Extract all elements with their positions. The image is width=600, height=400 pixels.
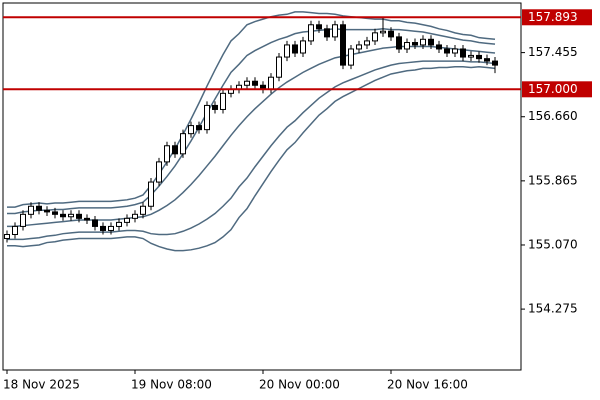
candle-body <box>452 48 458 54</box>
candle-body <box>492 60 498 66</box>
candle-body <box>20 213 26 227</box>
candle-body <box>276 56 282 78</box>
candle-body <box>84 217 90 221</box>
candle-body <box>476 54 482 60</box>
candle-body <box>108 225 114 231</box>
x-tick-label: 20 Nov 00:00 <box>259 378 340 392</box>
candle-body <box>420 38 426 46</box>
candle-body <box>4 233 10 240</box>
candle-body <box>300 40 306 54</box>
candle-body <box>212 104 218 110</box>
candle-body <box>356 44 362 50</box>
candle-body <box>364 40 370 46</box>
candle-body <box>332 24 338 38</box>
candle-body <box>132 213 138 219</box>
candle-body <box>28 205 34 215</box>
candle-body <box>36 205 42 211</box>
candle-body <box>60 213 66 218</box>
y-tick-label: 154.275 <box>528 302 578 316</box>
candle-body <box>244 80 250 86</box>
candle-body <box>348 48 354 66</box>
candle-body <box>484 58 490 62</box>
candle-body <box>148 181 154 207</box>
x-tick-label: 19 Nov 08:00 <box>131 378 212 392</box>
candle-body <box>100 225 106 231</box>
candle-body <box>340 24 346 66</box>
bollinger-band <box>7 65 496 252</box>
candle-body <box>12 225 18 235</box>
y-tick-label: 156.660 <box>528 109 578 123</box>
candle-body <box>468 54 474 58</box>
candle-body <box>172 145 178 155</box>
candle-body <box>444 48 450 54</box>
candle-body <box>220 92 226 110</box>
candle-body <box>196 125 202 131</box>
candle-body <box>180 133 186 155</box>
candle-body <box>324 28 330 38</box>
candle-body <box>388 30 394 38</box>
price-level-tag <box>522 81 592 98</box>
candle-body <box>268 76 274 90</box>
candle-body <box>292 44 298 54</box>
price-level-label: 157.893 <box>528 10 578 24</box>
candle-body <box>140 205 146 215</box>
candle-body <box>124 217 130 223</box>
candle-body <box>436 44 442 50</box>
candle-body <box>156 161 162 183</box>
candle-body <box>316 24 322 30</box>
candle-body <box>204 104 210 131</box>
candle-body <box>44 209 50 213</box>
bollinger-band <box>7 11 496 208</box>
candle-body <box>404 42 410 50</box>
x-tick-label: 20 Nov 16:00 <box>387 378 468 392</box>
candle-body <box>396 36 402 50</box>
candle-body <box>68 213 74 218</box>
candle-body <box>308 24 314 42</box>
candle-body <box>380 30 386 34</box>
candle-body <box>116 221 122 227</box>
candle-body <box>252 80 258 86</box>
candle-body <box>52 211 58 215</box>
candle-body <box>284 44 290 58</box>
candle-body <box>188 125 194 135</box>
y-tick-label: 155.865 <box>528 173 578 187</box>
candle-body <box>428 38 434 46</box>
candle-body <box>372 32 378 42</box>
candle-body <box>92 219 98 227</box>
candle-body <box>76 213 82 219</box>
candle-body <box>164 145 170 163</box>
price-level-label: 157.000 <box>528 82 578 96</box>
bollinger-band <box>7 28 496 215</box>
y-tick-label: 155.070 <box>528 237 578 251</box>
y-tick-label: 157.455 <box>528 45 578 59</box>
bollinger-band <box>7 60 496 241</box>
candle-body <box>412 42 418 46</box>
price-level-tag <box>522 9 592 26</box>
candle-body <box>460 48 466 58</box>
x-tick-label: 18 Nov 2025 <box>3 378 80 392</box>
